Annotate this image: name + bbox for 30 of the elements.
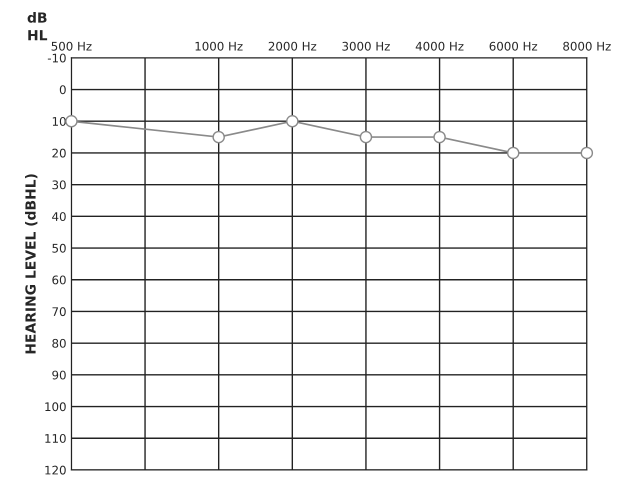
y-tick-label: 10 [52,116,66,126]
point [212,130,225,144]
y-axis-title: HEARING LEVEL (dBHL) [25,174,38,354]
x-tick-label: 8000 Hz [563,42,611,51]
point [506,146,520,160]
point [360,130,372,144]
y-tick-label: 110 [45,434,66,443]
point [433,130,446,144]
y-tick-label: 40 [52,212,66,221]
x-tick-label: 1000 Hz [196,42,243,51]
y-tick-label: -10 [48,54,66,62]
y-tick-label: 90 [52,370,66,380]
y-tick-label: 70 [52,307,66,316]
y-tick-label: 60 [52,275,66,284]
y-tick-label: 20 [52,148,66,158]
x-tick-label: 500 Hz [52,42,92,51]
x-tick-label: 3000 Hz [342,42,390,51]
y-tick-label: 100 [45,402,66,412]
y-tick-label: 50 [52,244,66,253]
text: dB HL [28,12,48,40]
y-tick-label: 30 [52,180,66,190]
x-tick-label: 2000 Hz [268,42,316,51]
y-tick-label: 120 [45,466,66,475]
y-tick-label: 80 [52,338,66,348]
y-tick-label: 0 [60,85,66,94]
x-tick-label: 4000 Hz [416,42,464,51]
point [286,114,299,128]
x-tick-label: 6000 Hz [490,42,538,51]
point [65,114,78,128]
point [580,146,594,160]
